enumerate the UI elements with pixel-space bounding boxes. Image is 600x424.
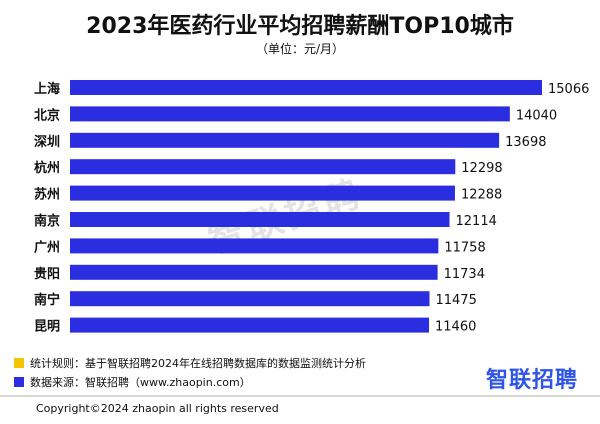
bar <box>70 159 456 175</box>
chart-title: 2023年医药行业平均招聘薪酬TOP10城市 <box>86 14 514 39</box>
category-label: 北京 <box>34 107 60 123</box>
note-source: 数据来源：智联招聘（www.zhaopin.com） <box>14 374 251 390</box>
category-label: 昆明 <box>34 319 60 335</box>
note-source-swatch <box>14 377 24 387</box>
value-label: 14040 <box>516 108 557 123</box>
value-label: 11734 <box>444 267 485 282</box>
category-label: 南宁 <box>34 292 60 308</box>
value-label: 15066 <box>548 82 589 97</box>
note-rule-text: 统计规则：基于智联招聘2024年在线招聘数据库的数据监测统计分析 <box>30 357 366 370</box>
bar <box>70 264 438 280</box>
bar <box>70 212 450 227</box>
value-label: 11758 <box>444 240 485 255</box>
footer-divider <box>0 395 600 397</box>
copyright: Copyright©2024 zhaopin all rights reserv… <box>36 402 279 415</box>
bar <box>70 106 510 122</box>
value-label: 13698 <box>505 135 546 150</box>
bar <box>70 185 455 201</box>
value-label: 12114 <box>456 214 497 229</box>
bar <box>70 291 430 307</box>
note-rule-swatch <box>14 358 24 368</box>
value-label: 12288 <box>461 188 502 203</box>
value-label: 11475 <box>435 293 476 308</box>
brand-logo: 智联招聘 <box>485 368 578 393</box>
category-label: 贵阳 <box>34 266 60 282</box>
value-label: 11460 <box>435 320 476 335</box>
note-rule: 统计规则：基于智联招聘2024年在线招聘数据库的数据监测统计分析 <box>14 355 366 371</box>
category-label: 深圳 <box>34 134 60 150</box>
bar-chart: 上海 15066 北京 14040 深圳 13698 杭州 12298 苏州 12288 南京 121… <box>34 80 589 335</box>
bar <box>70 80 542 95</box>
value-label: 12298 <box>461 161 502 176</box>
chart-subtitle: （单位：元/月） <box>255 42 345 56</box>
bar <box>70 132 500 148</box>
bar <box>70 317 430 333</box>
category-label: 广州 <box>34 239 60 255</box>
note-source-text: 数据来源：智联招聘（www.zhaopin.com） <box>30 376 251 389</box>
category-label: 苏州 <box>34 187 60 203</box>
category-label: 南京 <box>34 213 60 229</box>
category-label: 上海 <box>34 81 60 97</box>
category-label: 杭州 <box>34 160 60 176</box>
bar <box>70 238 439 254</box>
